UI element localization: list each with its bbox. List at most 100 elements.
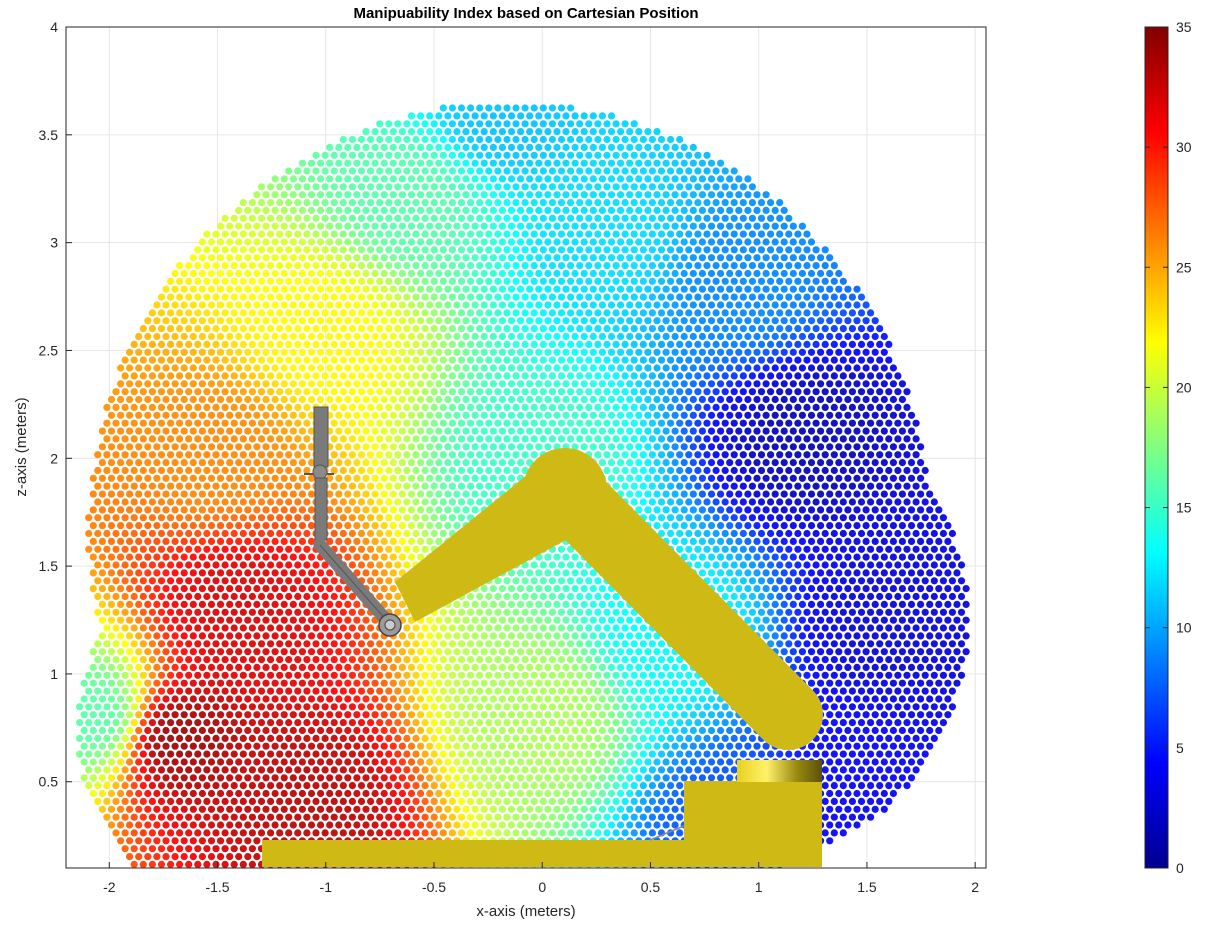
scatter-point: [444, 443, 452, 451]
scatter-point: [253, 679, 261, 687]
scatter-point: [726, 490, 734, 498]
scatter-point: [285, 719, 293, 727]
scatter-point: [80, 711, 88, 719]
scatter-point: [321, 624, 329, 632]
scatter-point: [121, 561, 129, 569]
scatter-point: [762, 600, 770, 609]
scatter-point: [380, 459, 388, 467]
scatter-point: [221, 640, 229, 648]
scatter-point: [476, 451, 484, 459]
scatter-point: [362, 695, 370, 703]
scatter-point: [789, 506, 797, 514]
scatter-point: [771, 553, 779, 561]
scatter-point: [885, 671, 893, 679]
scatter-point: [335, 726, 343, 735]
scatter-point: [285, 656, 293, 664]
scatter-point: [194, 734, 202, 743]
scatter-point: [107, 742, 116, 750]
scatter-point: [157, 703, 166, 711]
scatter-point: [126, 711, 134, 719]
scatter-point: [471, 648, 479, 656]
scatter-point: [948, 529, 957, 538]
scatter-point: [221, 514, 229, 522]
scatter-point: [148, 719, 156, 727]
scatter-point: [544, 742, 552, 750]
scatter-point: [307, 522, 316, 530]
scatter-point: [226, 711, 234, 719]
scatter-point: [426, 663, 434, 672]
scatter-point: [376, 656, 384, 664]
scatter-point: [589, 443, 597, 451]
scatter-point: [526, 726, 534, 735]
scatter-point: [521, 766, 529, 774]
scatter-point: [203, 561, 211, 569]
scatter-point: [453, 632, 461, 640]
scatter-point: [126, 789, 134, 798]
scatter-point: [517, 600, 525, 609]
scatter-point: [307, 742, 316, 750]
scatter-point: [657, 498, 666, 506]
scatter-point: [503, 482, 511, 490]
scatter-point: [112, 482, 120, 490]
scatter-point: [521, 719, 529, 727]
scatter-point: [480, 443, 488, 451]
scatter-point: [89, 474, 97, 482]
scatter-point: [276, 466, 284, 475]
scatter-point: [562, 805, 570, 813]
scatter-point: [321, 608, 329, 616]
scatter-point: [253, 490, 261, 498]
scatter-point: [735, 742, 743, 750]
scatter-point: [807, 742, 816, 750]
scatter-point: [239, 577, 247, 585]
scatter-point: [85, 545, 93, 553]
scatter-point: [848, 750, 857, 758]
scatter-point: [639, 829, 647, 837]
scatter-point: [917, 616, 925, 624]
scatter-point: [257, 829, 266, 837]
scatter-point: [926, 506, 934, 514]
scatter-point: [276, 656, 284, 664]
scatter-point: [753, 616, 761, 624]
scatter-point: [389, 569, 397, 577]
scatter-point: [244, 742, 252, 750]
scatter-point: [235, 837, 243, 845]
scatter-point: [294, 592, 302, 601]
scatter-point: [226, 522, 234, 530]
scatter-point: [912, 577, 920, 585]
scatter-point: [330, 529, 338, 538]
scatter-point: [871, 711, 879, 719]
scatter-point: [776, 498, 784, 506]
scatter-point: [962, 648, 970, 656]
scatter-point: [389, 474, 397, 482]
scatter-point: [907, 585, 916, 593]
scatter-point: [703, 766, 711, 774]
scatter-point: [344, 789, 352, 798]
scatter-point: [107, 726, 116, 735]
scatter-point: [962, 600, 970, 609]
scatter-point: [657, 482, 666, 490]
scatter-point: [885, 797, 893, 806]
scatter-point: [876, 703, 884, 711]
scatter-point: [130, 561, 138, 569]
scatter-point: [257, 482, 266, 490]
scatter-point: [835, 490, 843, 498]
scatter-point: [217, 522, 225, 530]
scatter-point: [821, 577, 829, 585]
scatter-point: [248, 624, 256, 632]
scatter-point: [535, 695, 543, 703]
scatter-point: [539, 813, 547, 821]
scatter-point: [139, 703, 147, 711]
scatter-point: [576, 624, 584, 632]
scatter-point: [857, 687, 866, 695]
scatter-point: [430, 797, 438, 806]
scatter-point: [880, 742, 888, 750]
scatter-point: [189, 506, 197, 514]
scatter-point: [357, 498, 366, 506]
scatter-point: [617, 711, 625, 719]
scatter-point: [276, 561, 284, 569]
scatter-point: [103, 766, 111, 774]
scatter-point: [698, 553, 707, 561]
scatter-point: [294, 640, 302, 648]
scatter-point: [489, 585, 497, 593]
scatter-point: [453, 663, 461, 672]
